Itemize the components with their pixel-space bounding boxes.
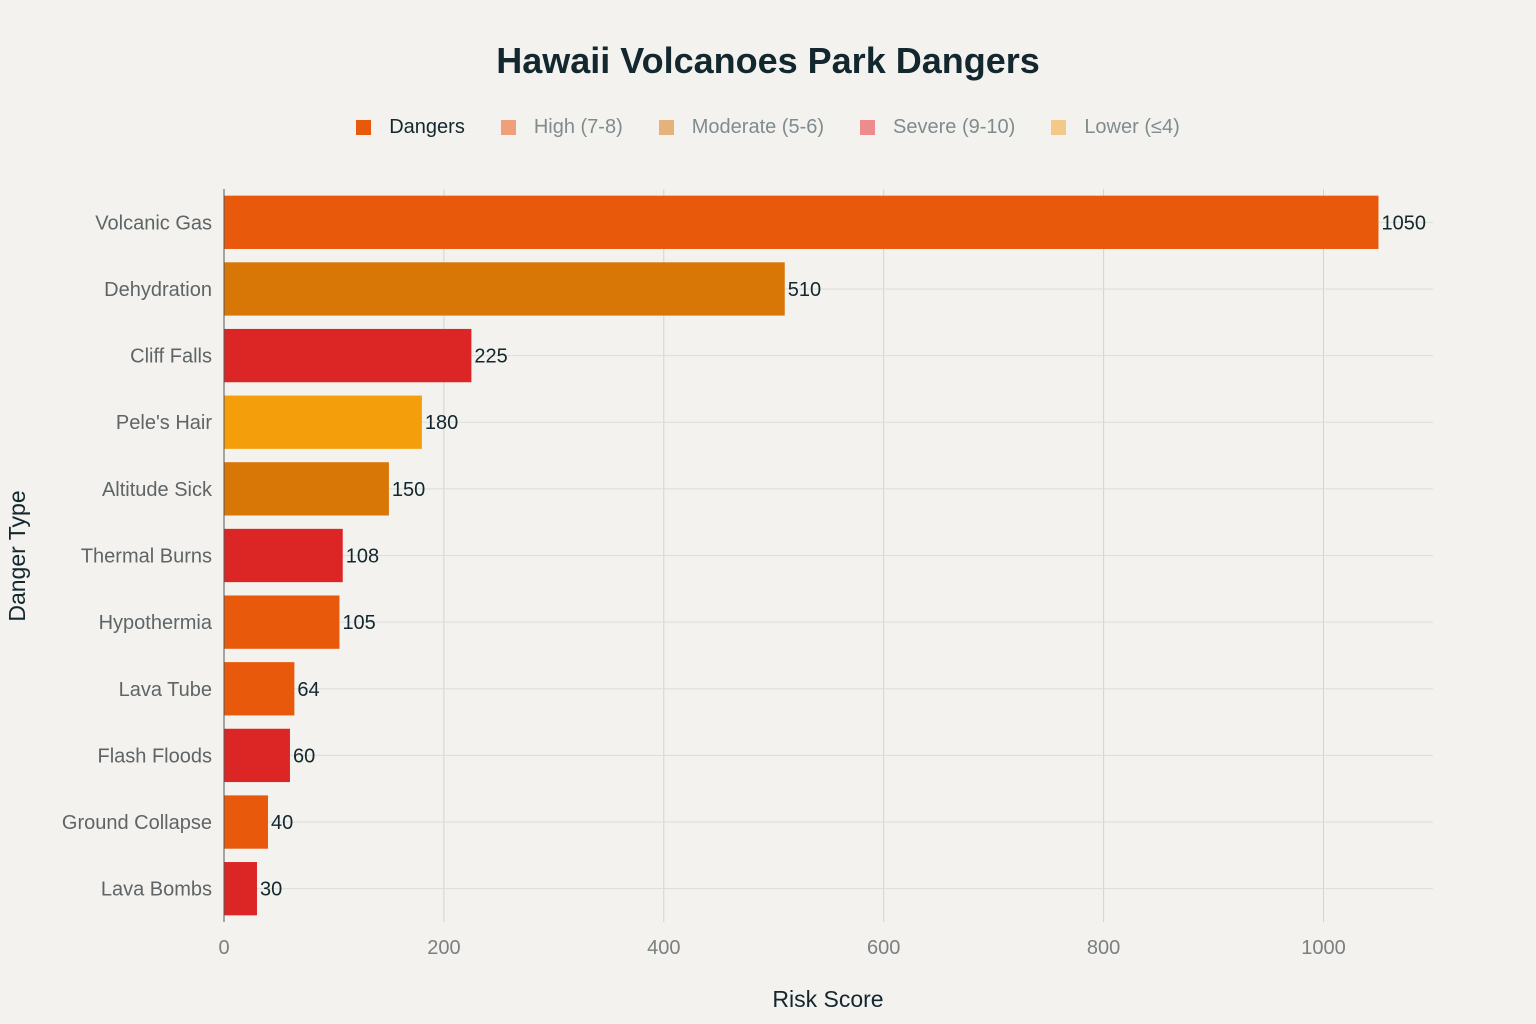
category-label: Volcanic Gas: [95, 212, 212, 234]
value-label: 180: [425, 412, 458, 434]
bar[interactable]: [224, 328, 472, 383]
x-tick-label: 1000: [1301, 937, 1346, 959]
value-label: 225: [474, 346, 507, 368]
legend-label: High (7-8): [533, 116, 623, 138]
bar[interactable]: [224, 662, 295, 716]
legend-swatch: [658, 120, 674, 135]
legend-item[interactable]: Severe (9-10): [860, 116, 1015, 139]
bar[interactable]: [224, 728, 290, 783]
category-label: Lava Bombs: [101, 879, 212, 901]
category-label: Hypothermia: [99, 612, 213, 634]
legend: Dangers High (7-8) Moderate (5-6) Severe (9…: [0, 116, 1536, 139]
bar[interactable]: [224, 262, 785, 316]
x-tick-label: 200: [427, 937, 460, 959]
legend-swatch: [356, 120, 372, 135]
bar[interactable]: [224, 595, 340, 649]
x-tick-label: 400: [647, 937, 680, 959]
category-label: Dehydration: [104, 279, 212, 301]
bar[interactable]: [224, 395, 422, 449]
grid-layer: [224, 189, 1433, 922]
legend-swatch: [860, 120, 876, 135]
bar[interactable]: [224, 795, 268, 849]
label-layer: 0 200 400 600 800 1000 Volcanic Gas 1050 Dehydra…: [62, 212, 1426, 959]
category-label: Flash Floods: [98, 745, 213, 767]
legend-label: Lower (≤4): [1084, 116, 1180, 138]
category-label: Cliff Falls: [130, 346, 212, 368]
bar[interactable]: [224, 862, 257, 916]
value-label: 60: [293, 745, 315, 767]
value-label: 1050: [1381, 212, 1426, 234]
legend-item[interactable]: Moderate (5-6): [658, 116, 825, 139]
bar[interactable]: [224, 195, 1379, 249]
bar[interactable]: [224, 462, 389, 516]
legend-swatch: [500, 120, 516, 135]
category-label: Lava Tube: [119, 679, 212, 701]
value-label: 64: [297, 679, 319, 701]
value-label: 30: [260, 879, 282, 901]
category-label: Altitude Sick: [102, 479, 213, 501]
chart-title: Hawaii Volcanoes Park Dangers: [496, 40, 1040, 81]
legend-item[interactable]: High (7-8): [500, 116, 623, 139]
category-label: Ground Collapse: [62, 812, 212, 834]
legend-item[interactable]: Lower (≤4): [1051, 116, 1180, 139]
x-tick-label: 600: [867, 937, 900, 959]
y-axis-title: Danger Type: [4, 490, 30, 621]
legend-label: Severe (9-10): [893, 116, 1016, 138]
value-label: 108: [346, 546, 379, 568]
legend-item[interactable]: Dangers: [356, 116, 465, 139]
legend-swatch: [1051, 120, 1067, 135]
bar[interactable]: [224, 528, 343, 583]
x-tick-label: 0: [218, 937, 229, 959]
value-label: 105: [342, 612, 375, 634]
bar-layer: [224, 195, 1379, 916]
category-label: Pele's Hair: [116, 412, 212, 434]
x-tick-label: 800: [1087, 937, 1120, 959]
value-label: 510: [788, 279, 821, 301]
value-label: 150: [392, 479, 425, 501]
x-axis-title: Risk Score: [772, 986, 883, 1012]
value-label: 40: [271, 812, 293, 834]
legend-label: Moderate (5-6): [691, 116, 825, 138]
category-label: Thermal Burns: [81, 546, 212, 568]
legend-label: Dangers: [389, 116, 465, 138]
